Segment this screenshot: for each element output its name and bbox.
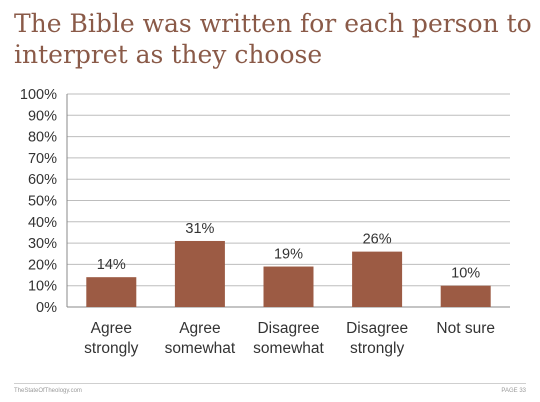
x-tick-label: strongly [350, 340, 405, 357]
y-tick-label: 50% [28, 194, 57, 210]
x-tick-label: Agree [179, 320, 220, 337]
y-tick-label: 90% [28, 108, 57, 124]
y-tick-label: 40% [28, 215, 57, 231]
data-label: 19% [274, 247, 303, 263]
chart-title-line-2: interpret as they choose [14, 40, 323, 69]
y-tick-label: 80% [28, 130, 57, 146]
x-tick-label: somewhat [165, 340, 236, 357]
x-tick-label: Not sure [436, 320, 495, 337]
x-tick-label: Disagree [346, 320, 408, 337]
footer-source: TheStateOfTheology.com [14, 388, 82, 394]
y-tick-label: 60% [28, 172, 57, 188]
y-tick-label: 0% [36, 300, 57, 316]
x-tick-label: strongly [84, 340, 139, 357]
bar [86, 277, 137, 307]
y-tick-label: 70% [28, 151, 57, 167]
y-tick-label: 30% [28, 236, 57, 252]
bar [174, 240, 225, 307]
x-tick-label: Disagree [257, 320, 319, 337]
bar [352, 251, 403, 307]
footer-page-number: PAGE 33 [501, 388, 526, 394]
bar [440, 285, 491, 307]
x-tick-label: somewhat [253, 340, 324, 357]
chart-title-line-1: The Bible was written for each person to [14, 9, 532, 38]
y-tick-label: 100% [20, 87, 57, 103]
bar [263, 266, 314, 307]
y-tick-label: 20% [28, 257, 57, 273]
data-label: 31% [185, 221, 214, 237]
data-label: 14% [97, 257, 126, 273]
data-label: 10% [451, 266, 480, 282]
y-tick-label: 10% [28, 279, 57, 295]
x-tick-label: Agree [91, 320, 132, 337]
footer-divider [14, 383, 526, 384]
data-label: 26% [363, 232, 392, 248]
chart-title: The Bible was written for each person to… [14, 8, 534, 70]
